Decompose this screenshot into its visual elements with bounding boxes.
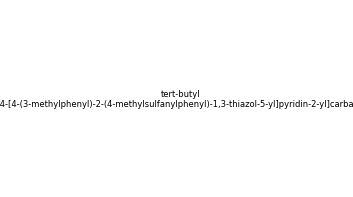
Text: tert-butyl N-[4-[4-(3-methylphenyl)-2-(4-methylsulfanylphenyl)-1,3-thiazol-5-yl]: tert-butyl N-[4-[4-(3-methylphenyl)-2-(4… [0, 90, 353, 109]
